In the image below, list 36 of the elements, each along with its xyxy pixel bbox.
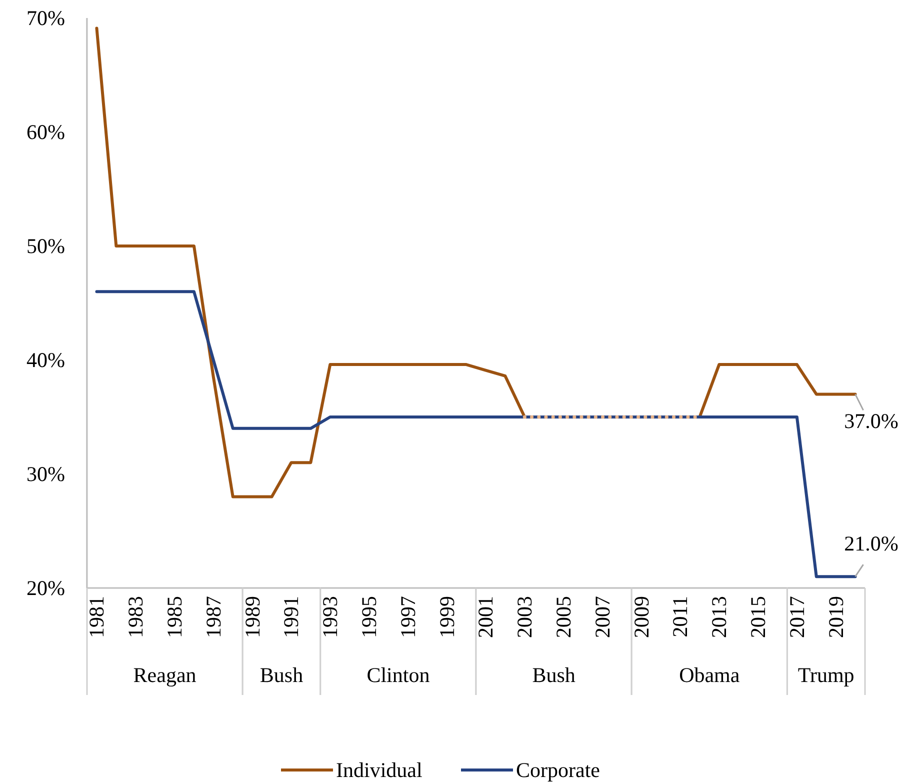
band-label: Bush [260,663,304,687]
x-tick-label: 2003 [512,596,537,638]
x-tick-label: 2019 [824,596,848,638]
y-tick-label: 40% [26,348,65,372]
x-tick-label: 1983 [124,596,148,638]
x-tick-label: 1997 [396,596,420,638]
band-label: Clinton [366,663,430,687]
y-tick-label: 20% [26,576,65,600]
x-tick-label: 1989 [240,596,264,638]
x-tick-label: 2017 [784,596,809,638]
legend-label: Corporate [516,758,600,782]
x-tick-label: 1993 [318,596,342,638]
x-tick-label: 2015 [746,596,770,638]
x-tick-label: 1987 [201,596,226,638]
x-tick-label: 1999 [434,596,459,638]
annotation: 37.0% [844,409,898,434]
x-tick-label: 2013 [707,596,732,638]
legend-label: Individual [336,758,422,782]
x-tick-label: 1995 [357,596,382,638]
x-tick-label: 2011 [668,596,692,638]
x-tick-label: 2001 [474,596,498,638]
y-tick-label: 70% [26,6,65,30]
annotation: 21.0% [844,532,898,556]
band-label: Trump [798,663,854,687]
x-tick-label: 1991 [279,596,304,638]
x-tick-label: 2005 [552,596,576,638]
x-tick-label: 1985 [162,596,187,638]
x-tick-label: 2007 [590,596,614,638]
x-tick-label: 2009 [629,596,654,638]
y-tick-label: 60% [26,120,65,144]
band-label: Bush [532,663,576,687]
band-label: Reagan [133,663,197,687]
y-tick-label: 50% [26,234,65,258]
x-tick-label: 1981 [84,596,109,638]
band-label: Obama [679,663,740,687]
y-tick-label: 30% [26,462,65,486]
